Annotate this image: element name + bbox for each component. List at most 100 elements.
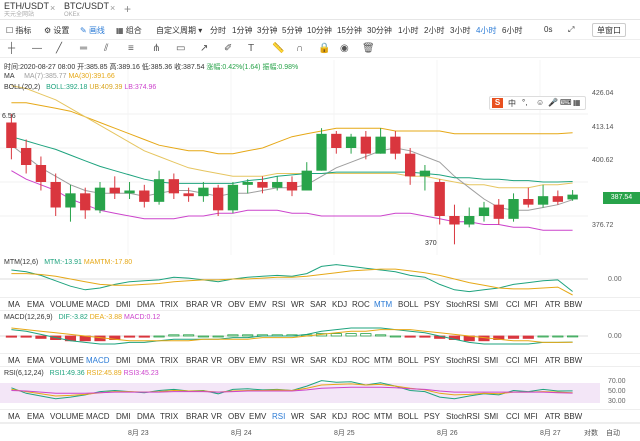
indicator-tab-trix[interactable]: TRIX xyxy=(160,300,179,309)
indicator-tab-stochrsi[interactable]: StochRSI xyxy=(446,412,480,421)
rsi-panel[interactable] xyxy=(0,367,600,409)
indicator-tab-stochrsi[interactable]: StochRSI xyxy=(446,356,480,365)
brush-icon[interactable]: ✐ xyxy=(224,43,233,54)
indicator-tab-rsi[interactable]: RSI xyxy=(272,412,286,421)
text-icon[interactable]: T xyxy=(248,43,255,54)
rectangle-icon[interactable]: ▭ xyxy=(176,43,186,54)
add-tab-icon[interactable]: + xyxy=(124,2,132,16)
indicator-tab-roc[interactable]: ROC xyxy=(352,300,370,309)
indicator-tab-psy[interactable]: PSY xyxy=(424,412,441,421)
indicator-tab-mfi[interactable]: MFI xyxy=(524,300,538,309)
custom-period-dropdown[interactable]: 自定义周期 ▾ xyxy=(156,26,203,35)
indicator-tab-ma[interactable]: MA xyxy=(8,300,20,309)
indicator-tab-roc[interactable]: ROC xyxy=(352,412,370,421)
horizontal-line-icon[interactable]: ═ xyxy=(80,43,88,54)
magnet-icon[interactable]: ∩ xyxy=(296,43,304,54)
combine-button[interactable]: ▦ 组合 xyxy=(116,26,142,35)
indicator-tab-emv[interactable]: EMV xyxy=(249,412,267,421)
indicator-tab-roc[interactable]: ROC xyxy=(352,356,370,365)
indicator-tab-atr[interactable]: ATR xyxy=(545,300,561,309)
macd-panel[interactable] xyxy=(0,311,600,353)
indicator-tab-brar[interactable]: BRAR xyxy=(186,300,209,309)
indicator-tab-kdj[interactable]: KDJ xyxy=(332,300,348,309)
period-6h[interactable]: 6小时 xyxy=(502,26,523,35)
indicator-tab-ema[interactable]: EMA xyxy=(27,300,45,309)
ime-mic-icon[interactable]: 🎤 xyxy=(548,98,558,107)
draw-button[interactable]: ✎ 画线 xyxy=(80,26,105,35)
indicator-tab-dma[interactable]: DMA xyxy=(137,412,155,421)
single-screen-button[interactable]: 单窗口 xyxy=(592,23,626,37)
crosshair-icon[interactable]: ┼ xyxy=(8,43,16,54)
indicator-tab-mtm[interactable]: MTM xyxy=(374,300,393,309)
indicator-tab-dmi[interactable]: DMI xyxy=(116,412,131,421)
indicator-tab-kdj[interactable]: KDJ xyxy=(332,412,348,421)
fibonacci-icon[interactable]: ≡ xyxy=(128,43,134,54)
ime-punct-icon[interactable]: °, xyxy=(522,98,528,107)
indicator-tab-obv[interactable]: OBV xyxy=(228,356,245,365)
period-3m[interactable]: 3分钟 xyxy=(257,26,278,35)
expand-icon[interactable]: ⤢ xyxy=(568,25,575,34)
period-fenshi[interactable]: 分时 xyxy=(210,26,226,35)
indicator-tab-vr[interactable]: VR xyxy=(211,300,223,309)
period-4h[interactable]: 4小时 xyxy=(476,26,497,35)
delete-icon[interactable]: 🗑 xyxy=(362,43,375,54)
indicator-tab-psy[interactable]: PSY xyxy=(424,300,441,309)
indicator-tab-mtm[interactable]: MTM xyxy=(374,412,393,421)
indicator-tab-macd[interactable]: MACD xyxy=(86,300,110,309)
ime-smile-icon[interactable]: ☺ xyxy=(536,98,545,107)
period-2h[interactable]: 2小时 xyxy=(424,26,445,35)
indicator-tab-ma[interactable]: MA xyxy=(8,412,20,421)
indicator-button[interactable]: ☐ 指标 xyxy=(6,26,32,35)
indicator-tab-dmi[interactable]: DMI xyxy=(116,300,131,309)
indicator-tab-bbw[interactable]: BBW xyxy=(564,356,583,365)
close-icon[interactable]: × xyxy=(110,3,116,13)
indicator-tab-sar[interactable]: SAR xyxy=(310,412,327,421)
auto-scale-toggle[interactable]: 自动 xyxy=(606,430,620,437)
indicator-tab-dma[interactable]: DMA xyxy=(137,300,155,309)
arrow-icon[interactable]: ↗ xyxy=(200,43,209,54)
close-icon[interactable]: × xyxy=(50,3,56,13)
mtm-panel[interactable] xyxy=(0,255,600,297)
indicator-tab-brar[interactable]: BRAR xyxy=(186,412,209,421)
indicator-tab-smi[interactable]: SMI xyxy=(484,412,499,421)
indicator-tab-atr[interactable]: ATR xyxy=(545,412,561,421)
period-3h[interactable]: 3小时 xyxy=(450,26,471,35)
lock-icon[interactable]: 🔒 xyxy=(318,43,331,54)
indicator-tab-obv[interactable]: OBV xyxy=(228,300,245,309)
line-icon[interactable]: — xyxy=(32,43,42,54)
ime-keyboard-icon[interactable]: ⌨ xyxy=(560,98,572,107)
indicator-tab-mfi[interactable]: MFI xyxy=(524,412,538,421)
ime-menu-icon[interactable]: ▦ xyxy=(573,98,581,107)
indicator-tab-smi[interactable]: SMI xyxy=(484,356,499,365)
indicator-tab-vr[interactable]: VR xyxy=(211,356,223,365)
period-1m[interactable]: 1分钟 xyxy=(232,26,253,35)
log-scale-toggle[interactable]: 对数 xyxy=(584,430,598,437)
ruler-icon[interactable]: 📏 xyxy=(272,43,285,54)
indicator-tab-stochrsi[interactable]: StochRSI xyxy=(446,300,480,309)
indicator-tab-ema[interactable]: EMA xyxy=(27,412,45,421)
period-10m[interactable]: 10分钟 xyxy=(307,26,332,35)
indicator-tab-cci[interactable]: CCI xyxy=(506,300,520,309)
indicator-tab-dma[interactable]: DMA xyxy=(137,356,155,365)
indicator-tab-atr[interactable]: ATR xyxy=(545,356,561,365)
indicator-tab-mtm[interactable]: MTM xyxy=(374,356,393,365)
indicator-tab-wr[interactable]: WR xyxy=(291,356,305,365)
indicator-tab-macd[interactable]: MACD xyxy=(86,412,110,421)
indicator-tab-trix[interactable]: TRIX xyxy=(160,412,179,421)
indicator-tab-volume[interactable]: VOLUME xyxy=(50,412,84,421)
indicator-tab-ema[interactable]: EMA xyxy=(27,356,45,365)
tab-eth-usdt[interactable]: ETH/USDT 天元全网站 xyxy=(4,2,49,20)
main-chart[interactable] xyxy=(0,60,588,255)
indicator-tab-boll[interactable]: BOLL xyxy=(398,300,419,309)
sogou-icon[interactable]: S xyxy=(492,98,503,108)
indicator-tab-emv[interactable]: EMV xyxy=(249,300,267,309)
eye-icon[interactable]: ◉ xyxy=(340,43,349,54)
indicator-tab-obv[interactable]: OBV xyxy=(228,412,245,421)
indicator-tab-volume[interactable]: VOLUME xyxy=(50,356,84,365)
indicator-tab-boll[interactable]: BOLL xyxy=(398,356,419,365)
indicator-tab-boll[interactable]: BOLL xyxy=(398,412,419,421)
indicator-tab-vr[interactable]: VR xyxy=(211,412,223,421)
indicator-tab-trix[interactable]: TRIX xyxy=(160,356,179,365)
indicator-tab-ma[interactable]: MA xyxy=(8,356,20,365)
indicator-tab-psy[interactable]: PSY xyxy=(424,356,441,365)
